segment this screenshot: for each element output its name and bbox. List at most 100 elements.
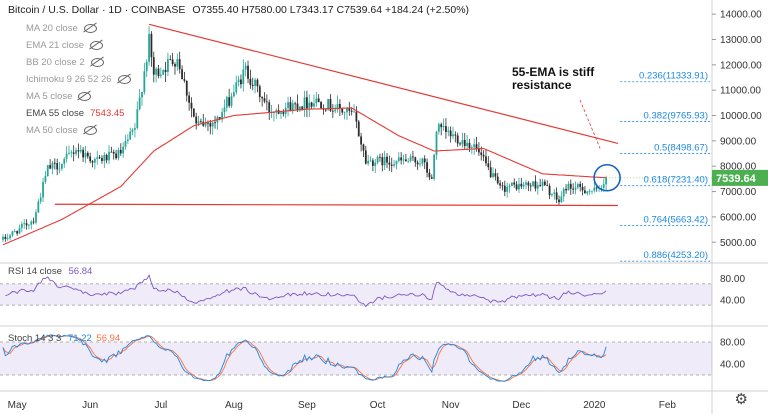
candle-body bbox=[162, 69, 165, 75]
candle-body bbox=[515, 184, 518, 190]
eye-hidden-icon[interactable] bbox=[90, 40, 104, 50]
candle-body bbox=[263, 98, 266, 102]
candle-body bbox=[496, 176, 499, 184]
candle-body bbox=[303, 97, 306, 109]
candle-body bbox=[232, 92, 235, 97]
candle-body bbox=[379, 156, 381, 158]
settings-gear-icon[interactable]: ⚙ bbox=[734, 391, 748, 408]
indicator-label: BB 20 close 2 bbox=[26, 57, 85, 68]
candle-body bbox=[84, 152, 87, 158]
rsi-tick-label: 40.00 bbox=[720, 295, 745, 306]
stoch-label[interactable]: Stoch 14 3 3 bbox=[8, 333, 62, 344]
indicator-0[interactable]: MA 20 close bbox=[26, 23, 97, 34]
rsi-band bbox=[0, 283, 712, 306]
candle-body bbox=[388, 162, 391, 165]
rsi-label[interactable]: RSI 14 close bbox=[8, 266, 62, 277]
candle-body bbox=[98, 157, 101, 159]
candle-body bbox=[343, 112, 346, 114]
candle-body bbox=[489, 167, 492, 178]
candle-body bbox=[463, 139, 466, 147]
indicator-label: MA 50 close bbox=[26, 125, 78, 136]
ema55-line bbox=[2, 107, 607, 246]
candle-body bbox=[445, 126, 447, 132]
candle-body bbox=[402, 159, 405, 161]
candle-body bbox=[449, 130, 452, 137]
rsi-value: 56.84 bbox=[68, 266, 93, 277]
candle-body bbox=[341, 108, 344, 113]
candle-body bbox=[280, 112, 282, 114]
candle-body bbox=[155, 68, 158, 75]
candle-body bbox=[211, 122, 214, 127]
candle-body bbox=[317, 98, 320, 103]
candle-body bbox=[228, 97, 231, 106]
candle-body bbox=[456, 135, 459, 144]
rsi-tick-label: 80.00 bbox=[720, 274, 745, 285]
candle-body bbox=[581, 186, 584, 191]
candle-body bbox=[289, 102, 292, 112]
candle-body bbox=[23, 223, 26, 225]
candle-body bbox=[136, 109, 139, 129]
candle-body bbox=[258, 86, 261, 98]
candle-body bbox=[72, 152, 75, 154]
candle-body bbox=[433, 154, 436, 179]
candle-body bbox=[108, 151, 110, 161]
eye-hidden-icon[interactable] bbox=[83, 125, 97, 135]
indicator-1[interactable]: EMA 21 close bbox=[26, 40, 104, 51]
candle-body bbox=[369, 160, 372, 162]
eye-hidden-icon[interactable] bbox=[83, 23, 97, 33]
eye-hidden-icon[interactable] bbox=[117, 74, 131, 84]
eye-hidden-icon[interactable] bbox=[78, 91, 92, 101]
annotation-text: 55-EMA is stiff bbox=[512, 65, 595, 79]
candle-body bbox=[364, 150, 367, 164]
candle-body bbox=[39, 197, 42, 202]
candle-body bbox=[367, 160, 370, 164]
candle-body bbox=[310, 102, 313, 107]
indicator-label: EMA 21 close bbox=[26, 40, 85, 51]
candle-body bbox=[134, 128, 136, 130]
indicator-2[interactable]: BB 20 close 2 bbox=[26, 57, 104, 68]
candle-body bbox=[503, 185, 506, 192]
candle-body bbox=[225, 97, 228, 108]
candle-body bbox=[522, 184, 525, 187]
indicator-6[interactable]: MA 50 close bbox=[26, 125, 97, 136]
indicator-label: MA 20 close bbox=[26, 23, 78, 34]
candle-body bbox=[320, 102, 322, 109]
candle-body bbox=[159, 74, 162, 76]
candle-body bbox=[567, 183, 570, 191]
candle-body bbox=[527, 182, 530, 186]
candle-body bbox=[546, 185, 549, 186]
candle-body bbox=[261, 97, 264, 99]
candle-body bbox=[86, 152, 89, 157]
candle-body bbox=[185, 80, 188, 96]
candle-body bbox=[131, 129, 134, 132]
x-tick-label: Feb bbox=[659, 400, 677, 411]
candle-body bbox=[414, 157, 417, 163]
x-tick-label: Nov bbox=[442, 400, 460, 411]
candle-body bbox=[11, 231, 14, 236]
stoch-d-value: 56.94 bbox=[96, 333, 121, 344]
candle-body bbox=[338, 103, 341, 109]
indicator-4[interactable]: MA 5 close bbox=[26, 91, 92, 102]
candle-body bbox=[117, 149, 120, 159]
candle-body bbox=[51, 162, 54, 169]
candle-body bbox=[249, 78, 252, 85]
last-price-label: 7539.64 bbox=[716, 173, 757, 185]
candle-body bbox=[63, 158, 66, 164]
eye-hidden-icon[interactable] bbox=[90, 57, 104, 67]
candle-body bbox=[209, 123, 212, 127]
symbol-title[interactable]: Bitcoin / U.S. Dollar · 1D · COINBASE bbox=[8, 4, 186, 16]
trendline bbox=[148, 23, 619, 144]
stoch-k-line bbox=[2, 334, 607, 382]
candle-body bbox=[129, 131, 132, 140]
y-tick-label: 11000.00 bbox=[720, 86, 761, 97]
candle-body bbox=[103, 155, 106, 161]
candle-body bbox=[32, 221, 35, 223]
indicator-3[interactable]: Ichimoku 9 26 52 26 bbox=[26, 74, 131, 85]
candle-body bbox=[287, 102, 289, 108]
indicator-5[interactable]: EMA 55 close 7543.45 bbox=[26, 108, 124, 119]
candle-body bbox=[353, 111, 355, 113]
candle-body bbox=[25, 223, 28, 226]
y-tick-label: 13000.00 bbox=[720, 35, 762, 46]
candle-body bbox=[75, 150, 77, 154]
